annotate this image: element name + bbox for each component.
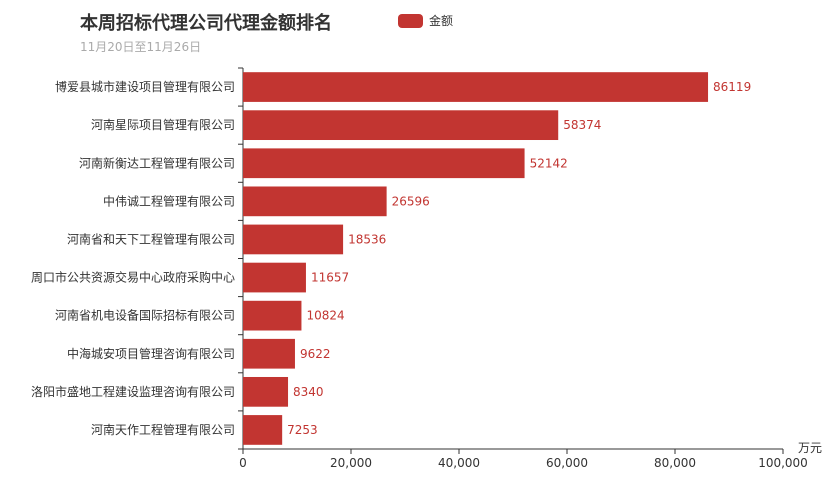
category-label: 河南天作工程管理有限公司 [91, 422, 235, 437]
value-label: 7253 [287, 423, 318, 437]
bar-2[interactable] [243, 110, 559, 141]
value-label: 10824 [306, 309, 344, 323]
value-label: 58374 [563, 118, 601, 132]
x-tick-label: 0 [239, 456, 247, 470]
x-tick-label: 20,000 [330, 456, 372, 470]
category-label: 中海城安项目管理咨询有限公司 [67, 346, 235, 361]
bar-10[interactable] [243, 415, 283, 445]
category-label: 中伟诚工程管理有限公司 [103, 193, 235, 208]
legend-swatch[interactable] [398, 13, 423, 28]
category-label: 周口市公共资源交易中心政府采购中心 [31, 270, 235, 285]
chart-title: 本周招标代理公司代理金额排名 [80, 13, 332, 34]
category-label: 博爱县城市建设项目管理有限公司 [55, 79, 235, 94]
category-label: 河南省机电设备国际招标有限公司 [55, 308, 235, 323]
value-label: 26596 [392, 194, 430, 208]
x-tick-label: 40,000 [438, 456, 480, 470]
legend-label[interactable]: 金额 [429, 14, 454, 28]
x-tick-label: 60,000 [546, 456, 588, 470]
bar-5[interactable] [243, 224, 344, 255]
x-tick-label: 100,000 [758, 456, 808, 470]
category-label: 河南新衡达工程管理有限公司 [79, 155, 235, 170]
bar-9[interactable] [243, 376, 289, 407]
bar-3[interactable] [243, 148, 525, 179]
bar-8[interactable] [243, 338, 295, 369]
x-tick-label: 80,000 [654, 456, 696, 470]
category-label: 河南星际项目管理有限公司 [91, 117, 235, 132]
value-label: 11657 [311, 271, 349, 285]
chart-subtitle: 11月20日至11月26日 [80, 40, 202, 54]
category-label: 河南省和天下工程管理有限公司 [67, 231, 235, 246]
value-label: 18536 [348, 232, 386, 246]
category-label: 洛阳市盛地工程建设监理咨询有限公司 [31, 384, 235, 399]
value-label: 86119 [713, 80, 751, 94]
bar-6[interactable] [243, 262, 306, 293]
value-label: 52142 [530, 156, 568, 170]
chart-legend[interactable]: 金额 [398, 12, 453, 29]
value-label: 9622 [300, 347, 331, 361]
value-label: 8340 [293, 385, 324, 399]
bar-7[interactable] [243, 300, 302, 331]
bar-4[interactable] [243, 186, 387, 217]
x-axis-name: 万元 [798, 441, 822, 455]
bar-1[interactable] [243, 72, 709, 102]
